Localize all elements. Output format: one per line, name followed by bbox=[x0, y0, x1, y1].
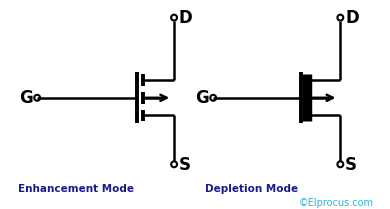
Text: Depletion Mode: Depletion Mode bbox=[206, 184, 298, 194]
Text: S: S bbox=[345, 156, 357, 174]
Text: Enhancement Mode: Enhancement Mode bbox=[18, 184, 134, 194]
Text: S: S bbox=[179, 156, 191, 174]
Text: ©Elprocus.com: ©Elprocus.com bbox=[298, 198, 373, 208]
Text: G: G bbox=[196, 89, 209, 107]
Text: G: G bbox=[20, 89, 33, 107]
Text: D: D bbox=[345, 9, 359, 27]
Text: D: D bbox=[179, 9, 193, 27]
